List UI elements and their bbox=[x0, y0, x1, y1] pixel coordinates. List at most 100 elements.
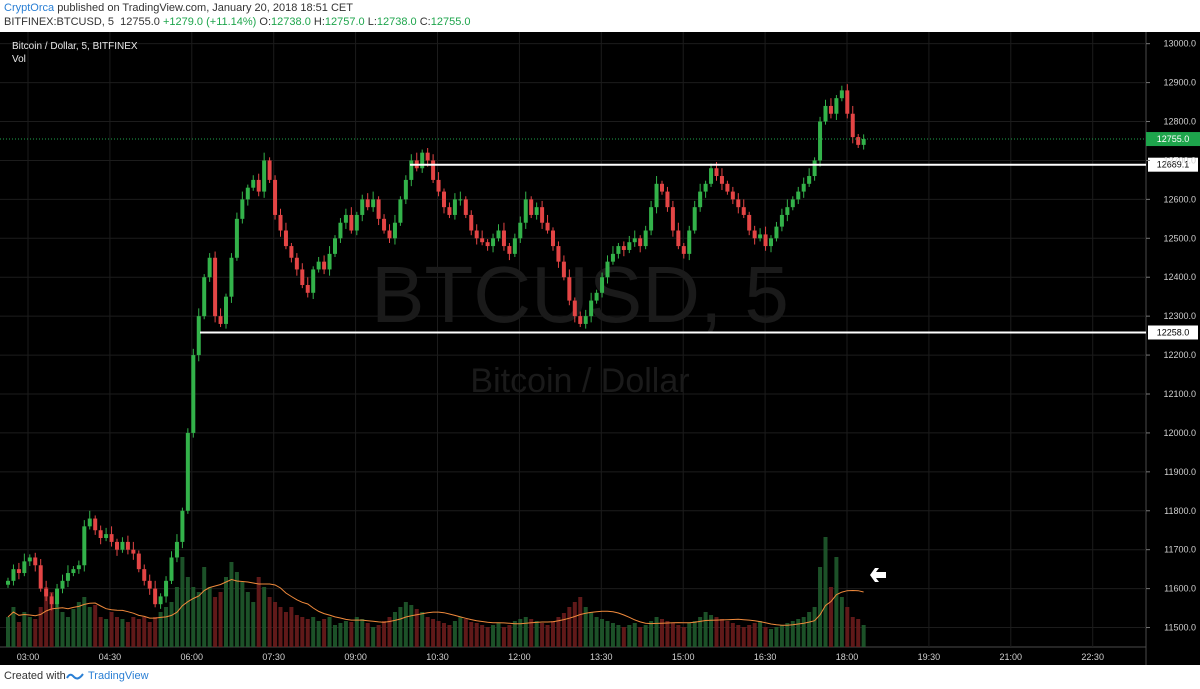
candle-body bbox=[55, 588, 60, 605]
candle-body bbox=[545, 222, 550, 231]
candle-body bbox=[11, 569, 16, 581]
volume-bar bbox=[16, 622, 21, 647]
volume-bar bbox=[725, 621, 730, 647]
candle-body bbox=[27, 557, 32, 562]
y-tick-label: 12100.0 bbox=[1163, 389, 1196, 399]
candle-body bbox=[398, 199, 403, 223]
volume-bar bbox=[93, 605, 98, 647]
y-tick-label: 12300.0 bbox=[1163, 311, 1196, 321]
volume-bar bbox=[856, 619, 861, 647]
candle-body bbox=[823, 105, 828, 122]
volume-bar bbox=[180, 557, 185, 647]
candle-body bbox=[120, 541, 125, 550]
candle-body bbox=[507, 246, 512, 254]
x-tick-label: 03:00 bbox=[17, 652, 40, 662]
volume-bar bbox=[398, 607, 403, 647]
candle-body bbox=[431, 160, 436, 180]
volume-bar bbox=[763, 627, 768, 647]
x-tick-label: 22:30 bbox=[1081, 652, 1104, 662]
volume-bar bbox=[534, 621, 539, 647]
volume-bar bbox=[774, 627, 779, 647]
y-tick-label: 12800.0 bbox=[1163, 117, 1196, 127]
volume-bar bbox=[605, 621, 610, 647]
price-chart[interactable]: BTCUSD, 5 Bitcoin / Dollar 12689.112258.… bbox=[0, 32, 1200, 665]
candle-body bbox=[785, 207, 790, 215]
last-price-tag bbox=[1146, 132, 1200, 147]
candle-body bbox=[523, 199, 528, 223]
candle-body bbox=[82, 526, 87, 566]
volume-bar bbox=[463, 619, 468, 647]
level-tag bbox=[1148, 325, 1198, 340]
candle-body bbox=[594, 292, 599, 301]
volume-bar bbox=[202, 567, 207, 647]
y-tick-label: 11600.0 bbox=[1164, 584, 1196, 594]
time-axis[interactable] bbox=[0, 647, 1146, 665]
candle-body bbox=[354, 214, 359, 231]
candle-body bbox=[703, 183, 708, 192]
x-tick-label: 13:30 bbox=[590, 652, 613, 662]
x-tick-label: 15:00 bbox=[672, 652, 695, 662]
candle-body bbox=[501, 230, 506, 247]
candle-body bbox=[360, 199, 365, 215]
candle-body bbox=[371, 199, 376, 208]
candle-body bbox=[115, 541, 119, 550]
volume-bar bbox=[610, 623, 615, 647]
volume-bar bbox=[142, 617, 147, 647]
volume-bar bbox=[27, 617, 32, 647]
volume-bar bbox=[55, 602, 60, 647]
volume-bar bbox=[82, 597, 87, 647]
volume-bar bbox=[752, 623, 757, 647]
y-tick-label: 11500.0 bbox=[1164, 623, 1196, 633]
tradingview-link[interactable]: TradingView bbox=[88, 670, 149, 682]
volume-bar bbox=[627, 625, 632, 647]
close-label: C: bbox=[419, 16, 431, 28]
volume-bar bbox=[338, 623, 343, 647]
candle-body bbox=[38, 565, 43, 589]
candle-body bbox=[796, 191, 801, 200]
candle-body bbox=[529, 199, 534, 215]
volume-bar bbox=[714, 617, 719, 647]
candle-body bbox=[93, 518, 98, 531]
volume-bar bbox=[834, 557, 839, 647]
y-tick-label: 12400.0 bbox=[1163, 272, 1196, 282]
y-tick-label: 11700.0 bbox=[1164, 545, 1196, 555]
volume-bar bbox=[779, 625, 784, 647]
candle-body bbox=[632, 238, 637, 243]
price-change: +1279.0 (+11.14%) bbox=[162, 16, 257, 28]
candle-body bbox=[311, 269, 316, 293]
candle-body bbox=[589, 300, 594, 317]
candle-body bbox=[76, 565, 81, 570]
candle-body bbox=[812, 160, 817, 177]
candle-body bbox=[234, 218, 239, 258]
candle-body bbox=[343, 214, 348, 223]
candle-body bbox=[616, 246, 621, 254]
candle-body bbox=[578, 316, 583, 324]
candle-body bbox=[741, 207, 746, 215]
candle-body bbox=[687, 230, 692, 254]
volume-bar bbox=[790, 621, 795, 647]
candle-body bbox=[403, 179, 408, 200]
tradingview-logo-icon[interactable] bbox=[66, 670, 84, 685]
candle-body bbox=[224, 296, 228, 324]
watermark-name: Bitcoin / Dollar bbox=[470, 362, 689, 400]
volume-bar bbox=[382, 621, 387, 647]
y-tick-label: 11900.0 bbox=[1164, 467, 1196, 477]
candle-body bbox=[758, 234, 763, 239]
candle-body bbox=[267, 160, 272, 180]
y-tick-label: 13000.0 bbox=[1163, 39, 1196, 49]
volume-bar bbox=[818, 567, 823, 647]
price-axis[interactable] bbox=[1146, 32, 1200, 665]
plot-area[interactable] bbox=[0, 32, 1146, 647]
candle-body bbox=[861, 139, 866, 145]
candle-body bbox=[447, 207, 452, 215]
volume-bar bbox=[551, 621, 555, 647]
candle-body bbox=[202, 277, 207, 317]
author-link[interactable]: CryptOrca bbox=[4, 2, 55, 14]
candle-body bbox=[256, 179, 261, 192]
volume-bar bbox=[425, 617, 430, 647]
volume-bar bbox=[649, 621, 654, 647]
candle-body bbox=[485, 242, 490, 247]
candle-body bbox=[692, 207, 697, 231]
candle-body bbox=[164, 580, 169, 597]
candle-body bbox=[725, 183, 730, 192]
